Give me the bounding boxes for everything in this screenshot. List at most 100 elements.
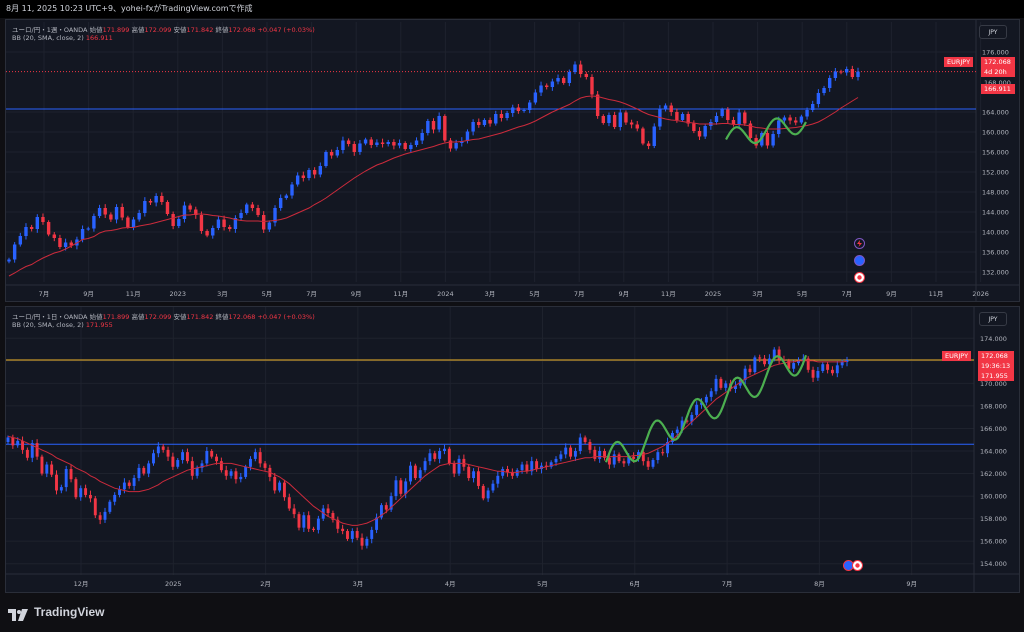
candle-body <box>528 102 532 110</box>
candle-body <box>292 508 296 515</box>
candle-body <box>397 143 402 146</box>
calendar-event-icon[interactable] <box>854 255 865 266</box>
candle-body <box>147 463 151 474</box>
candle-body <box>431 121 436 130</box>
candle-body <box>103 511 107 520</box>
candle-body <box>700 402 703 405</box>
legend-low-label: 安値 <box>173 313 187 321</box>
candle-body <box>612 454 616 465</box>
candle-body <box>74 479 78 498</box>
candle-body <box>771 134 775 146</box>
x-tick-label: 2024 <box>437 290 454 298</box>
weekly-chart-canvas[interactable]: 7月 9月 11月 2023 3月 5月 7月 9月 11月 2024 3月 5月 7月 9月 11月 202… <box>6 20 1019 301</box>
candle-body <box>263 463 267 468</box>
candle-body <box>307 170 311 178</box>
lightning-icon[interactable] <box>854 238 865 249</box>
x-tick-label: 9月 <box>906 580 917 588</box>
earnings-event-icon[interactable] <box>854 272 865 283</box>
legend-ohlc: ユーロ/円・1週・OANDA 始値171.899 高値172.099 安値171… <box>12 24 315 34</box>
candle-body <box>253 452 257 459</box>
candle-body <box>190 461 194 476</box>
candle-body <box>595 94 600 116</box>
candle-body <box>58 238 62 247</box>
candle-body <box>185 452 189 462</box>
candle-body <box>601 116 605 123</box>
legend-open-label: 始値 <box>89 26 103 34</box>
x-tick-label: 11月 <box>393 290 408 298</box>
candle-body <box>835 365 839 374</box>
candle-body <box>363 139 368 144</box>
candle-body <box>414 140 419 145</box>
x-tick-label: 2025 <box>165 580 182 588</box>
candle-body <box>142 467 146 474</box>
legend-open-label: 始値 <box>89 313 103 321</box>
candle-body <box>132 478 136 486</box>
candle-body <box>680 420 684 430</box>
candle-body <box>839 71 843 73</box>
candle-body <box>211 228 215 236</box>
earnings-event-icon[interactable] <box>852 560 863 571</box>
candle-body <box>564 447 568 455</box>
candle-body <box>278 198 283 208</box>
candle-body <box>88 494 92 499</box>
candle-body <box>573 64 577 72</box>
candle-body <box>590 77 594 95</box>
x-tick-label: 9月 <box>618 290 629 298</box>
candle-body <box>799 116 804 123</box>
candle-body <box>137 213 141 220</box>
candle-body <box>316 518 320 530</box>
candle-body <box>384 505 388 510</box>
candle-body <box>522 110 526 111</box>
candle-body <box>307 515 311 529</box>
candle-body <box>443 116 447 141</box>
currency-button[interactable]: JPY <box>979 312 1007 326</box>
candle-body <box>607 457 611 465</box>
candle-body <box>160 196 164 202</box>
candle-body <box>375 517 379 530</box>
candle-body <box>394 480 398 497</box>
candle-body <box>511 107 515 113</box>
daily-chart-canvas[interactable]: 12月 2025 2月 3月 4月 5月 6月 7月 8月 9月 154.000 156.000 158… <box>6 307 1019 592</box>
candle-body <box>244 466 248 477</box>
candle-body <box>21 440 25 450</box>
candle-body <box>409 465 412 482</box>
candle-body <box>627 456 631 464</box>
candle-body <box>695 404 699 415</box>
candle-body <box>284 195 289 198</box>
candle-body <box>467 466 471 479</box>
candle-body <box>341 528 345 532</box>
y-tick-label: 132.000 <box>982 269 1009 277</box>
symbol-tag: EURJPY <box>944 57 974 67</box>
candle-body <box>219 461 223 471</box>
candle-body <box>452 463 456 474</box>
candle-body <box>787 360 791 369</box>
y-tick-label: 148.000 <box>982 189 1009 197</box>
candle-body <box>669 105 673 112</box>
candle-body <box>79 488 83 498</box>
legend-bb: BB (20, SMA, close, 2) 171.955 <box>12 321 113 329</box>
candle-body <box>375 142 379 145</box>
candle-body <box>482 120 487 125</box>
candle-body <box>554 458 558 463</box>
candle-body <box>249 458 252 467</box>
candle-body <box>584 74 589 77</box>
footer-brand-text: TradingView <box>34 605 105 619</box>
candle-body <box>40 456 44 474</box>
candle-body <box>506 469 509 473</box>
candle-body <box>561 78 566 83</box>
candle-body <box>154 196 158 203</box>
chart-panel-daily[interactable]: 12月 2025 2月 3月 4月 5月 6月 7月 8月 9月 154.000 156.000 158… <box>5 306 1020 593</box>
candle-body <box>624 112 628 123</box>
legend-symbol-title: ユーロ/円・1日・OANDA <box>12 313 88 321</box>
currency-button[interactable]: JPY <box>979 25 1007 39</box>
candle-body <box>704 396 708 403</box>
candle-body <box>777 120 781 134</box>
chart-panel-weekly[interactable]: 7月 9月 11月 2023 3月 5月 7月 9月 11月 2024 3月 5月 7月 9月 11月 202… <box>5 19 1020 302</box>
candle-body <box>195 467 199 476</box>
candle-body <box>685 420 689 422</box>
candle-body <box>386 142 390 144</box>
candle-body <box>448 140 453 149</box>
candle-body <box>845 360 849 362</box>
candle-body <box>370 529 374 539</box>
legend-bb: BB (20, SMA, close, 2) 166.911 <box>12 34 113 42</box>
